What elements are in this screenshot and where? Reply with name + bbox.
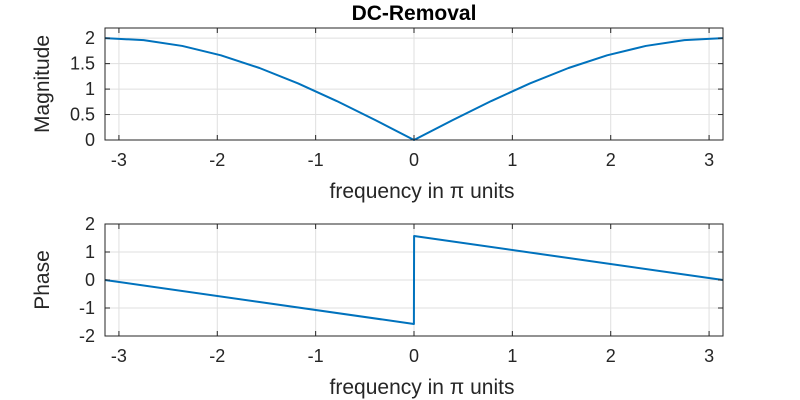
phase-x-tick-label: 0: [409, 346, 419, 366]
magnitude-x-tick-label: -2: [209, 150, 225, 170]
phase-x-tick-label: -3: [111, 346, 127, 366]
phase-plot: -3 -2 -1 0 1 2 3 -2 -1 0 1 2 frequency in π units Pha…: [31, 214, 724, 399]
magnitude-x-tick-label: -3: [111, 150, 127, 170]
magnitude-y-tick-label: 1.5: [70, 54, 95, 74]
magnitude-x-tick-label: -1: [308, 150, 324, 170]
phase-y-tick-label: 0: [85, 270, 95, 290]
phase-y-tick-label: 1: [85, 242, 95, 262]
magnitude-x-axis-label: frequency in π units: [330, 180, 515, 203]
phase-y-tick-label: -1: [79, 298, 95, 318]
magnitude-x-tick-label: 1: [507, 150, 517, 170]
magnitude-x-tick-label: 0: [409, 150, 419, 170]
magnitude-y-axis-label: Magnitude: [31, 35, 54, 133]
phase-y-tick-label: -2: [79, 326, 95, 346]
phase-x-axis-label: frequency in π units: [330, 376, 515, 399]
magnitude-plot: -3 -2 -1 0 1 2 3 0 0.5 1 1.5 2 frequency in π units M…: [31, 2, 724, 203]
phase-y-axis-label: Phase: [31, 250, 54, 310]
phase-x-tick-label: -2: [209, 346, 225, 366]
phase-x-tick-label: 2: [606, 346, 616, 366]
magnitude-y-tick-label: 2: [85, 28, 95, 48]
magnitude-x-tick-label: 2: [606, 150, 616, 170]
phase-y-tick-label: 2: [85, 214, 95, 234]
magnitude-y-tick-label: 0: [85, 130, 95, 150]
magnitude-y-tick-label: 0.5: [70, 105, 95, 125]
magnitude-y-tick-label: 1: [85, 79, 95, 99]
phase-x-tick-label: 1: [507, 346, 517, 366]
magnitude-chart-title: DC-Removal: [352, 2, 477, 25]
phase-x-tick-label: 3: [704, 346, 714, 366]
phase-series-line: [104, 235, 724, 325]
phase-x-tick-label: -1: [308, 346, 324, 366]
magnitude-x-tick-label: 3: [704, 150, 714, 170]
